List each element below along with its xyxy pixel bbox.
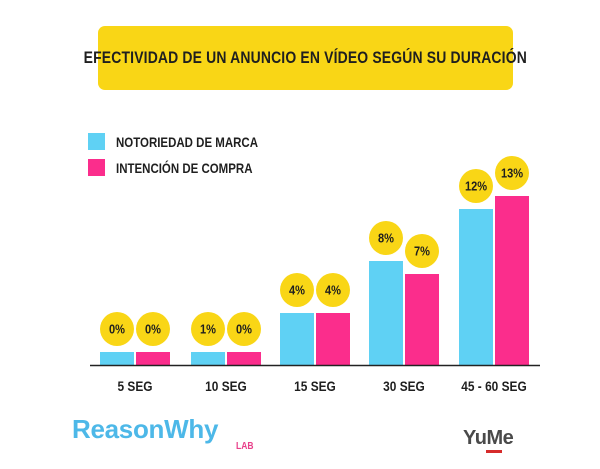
yume-logo: YuMe [463,427,514,449]
bar-2-1 [136,352,170,365]
yume-logo-underline [486,450,502,453]
x-tick-label-1: 5 SEG [117,378,152,394]
data-label-1-3: 4% [289,283,305,298]
x-tick-label-2: 10 SEG [205,378,247,394]
reasonwhy-logo: ReasonWhy [72,414,219,444]
data-label-1-5: 12% [465,179,487,194]
x-tick-label-5: 45 - 60 SEG [461,378,526,394]
chart-title: EFECTIVIDAD DE UN ANUNCIO EN VÍDEO SEGÚN… [83,48,528,67]
value-badge-2-2 [227,312,261,346]
reasonwhy-lab-label: LAB [236,441,254,452]
bar-2-3 [316,313,350,365]
bar-2-2 [227,352,261,365]
value-badge-2-5 [495,156,529,190]
legend: NOTORIEDAD DE MARCA INTENCIÓN DE COMPRA [88,133,289,185]
data-label-1-1: 0% [109,322,125,337]
data-label-2-1: 0% [145,322,161,337]
bar-1-2 [191,352,225,365]
legend-item-series-1: NOTORIEDAD DE MARCA [88,133,289,150]
bar-1-5 [459,209,493,365]
value-badge-1-5 [459,169,493,203]
value-badge-2-3 [316,273,350,307]
legend-label-series-1: NOTORIEDAD DE MARCA [116,133,259,150]
bar-1-3 [280,313,314,365]
x-tick-label-3: 15 SEG [294,378,336,394]
value-badge-1-2 [191,312,225,346]
chart-title-banner: EFECTIVIDAD DE UN ANUNCIO EN VÍDEO SEGÚN… [84,26,527,90]
data-label-2-2: 0% [236,322,252,337]
legend-swatch-series-2 [88,159,105,176]
value-badge-2-1 [136,312,170,346]
data-label-1-2: 1% [200,322,216,337]
data-label-1-4: 8% [378,231,394,246]
legend-label-series-2: INTENCIÓN DE COMPRA [116,159,253,176]
data-label-2-5: 13% [501,166,523,181]
value-badge-1-3 [280,273,314,307]
value-badge-2-4 [405,234,439,268]
bar-1-4 [369,261,403,365]
value-badge-1-4 [369,221,403,255]
bar-1-1 [100,352,134,365]
value-badge-1-1 [100,312,134,346]
bar-2-4 [405,274,439,365]
data-label-2-4: 7% [414,244,430,259]
legend-item-series-2: INTENCIÓN DE COMPRA [88,159,289,176]
data-label-2-3: 4% [325,283,341,298]
legend-swatch-series-1 [88,133,105,150]
bar-2-5 [495,196,529,365]
x-tick-label-4: 30 SEG [383,378,425,394]
